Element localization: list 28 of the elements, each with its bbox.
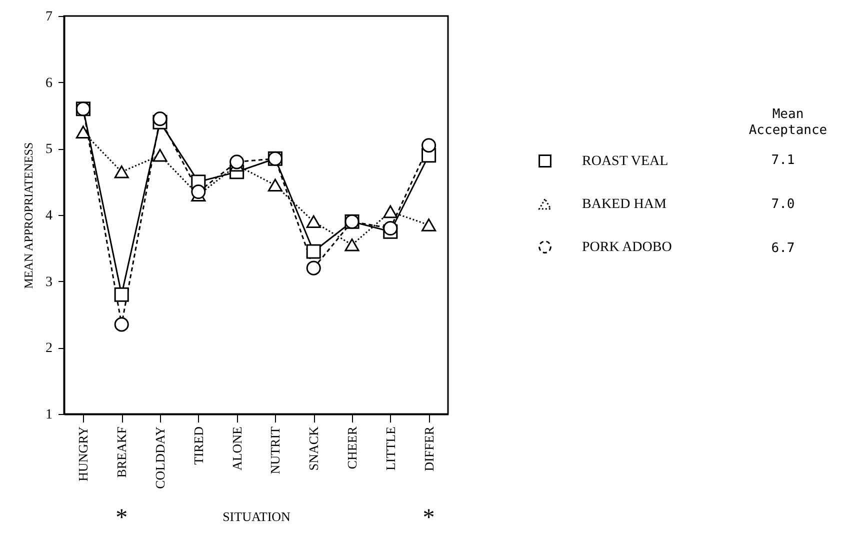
y-tick-label: 3 <box>46 274 52 290</box>
x-tick-label: LITTLE <box>382 426 398 471</box>
x-tick-label: SNACK <box>306 426 322 471</box>
y-tick-label: 2 <box>46 341 52 356</box>
text: 7.0 <box>771 197 795 212</box>
text: 7.1 <box>771 153 795 168</box>
x-tick-label: BREAKF <box>114 426 130 478</box>
x-tick-label: DIFFER <box>421 426 436 472</box>
legend-label: BAKED HAM <box>582 197 667 212</box>
x-tick-label: COLDDAY <box>152 426 168 489</box>
y-tick-label: 6 <box>46 76 52 91</box>
legend-label: PORK ADOBO <box>582 240 672 255</box>
y-tick-label: 5 <box>46 142 52 158</box>
x-tick-label: TIRED <box>190 426 206 465</box>
text: * <box>422 505 435 531</box>
y-tick-label: 4 <box>46 208 52 224</box>
y-axis-title: MEAN APPROPRIATENESS <box>22 142 36 289</box>
text: 6.7 <box>771 241 795 256</box>
x-tick-label: ALONE <box>229 426 244 471</box>
x-tick-label: NUTRIT <box>268 426 283 474</box>
x-axis-title: SITUATION <box>222 508 292 524</box>
text: * <box>116 505 128 531</box>
text: Mean Acceptance <box>748 107 828 138</box>
x-tick-label: CHEER <box>344 426 360 470</box>
legend-label: ROAST VEAL <box>582 154 668 169</box>
y-tick-label: 1 <box>46 408 52 422</box>
x-tick-label: HUNGRY <box>76 426 91 482</box>
y-tick-label: 7 <box>46 10 52 24</box>
